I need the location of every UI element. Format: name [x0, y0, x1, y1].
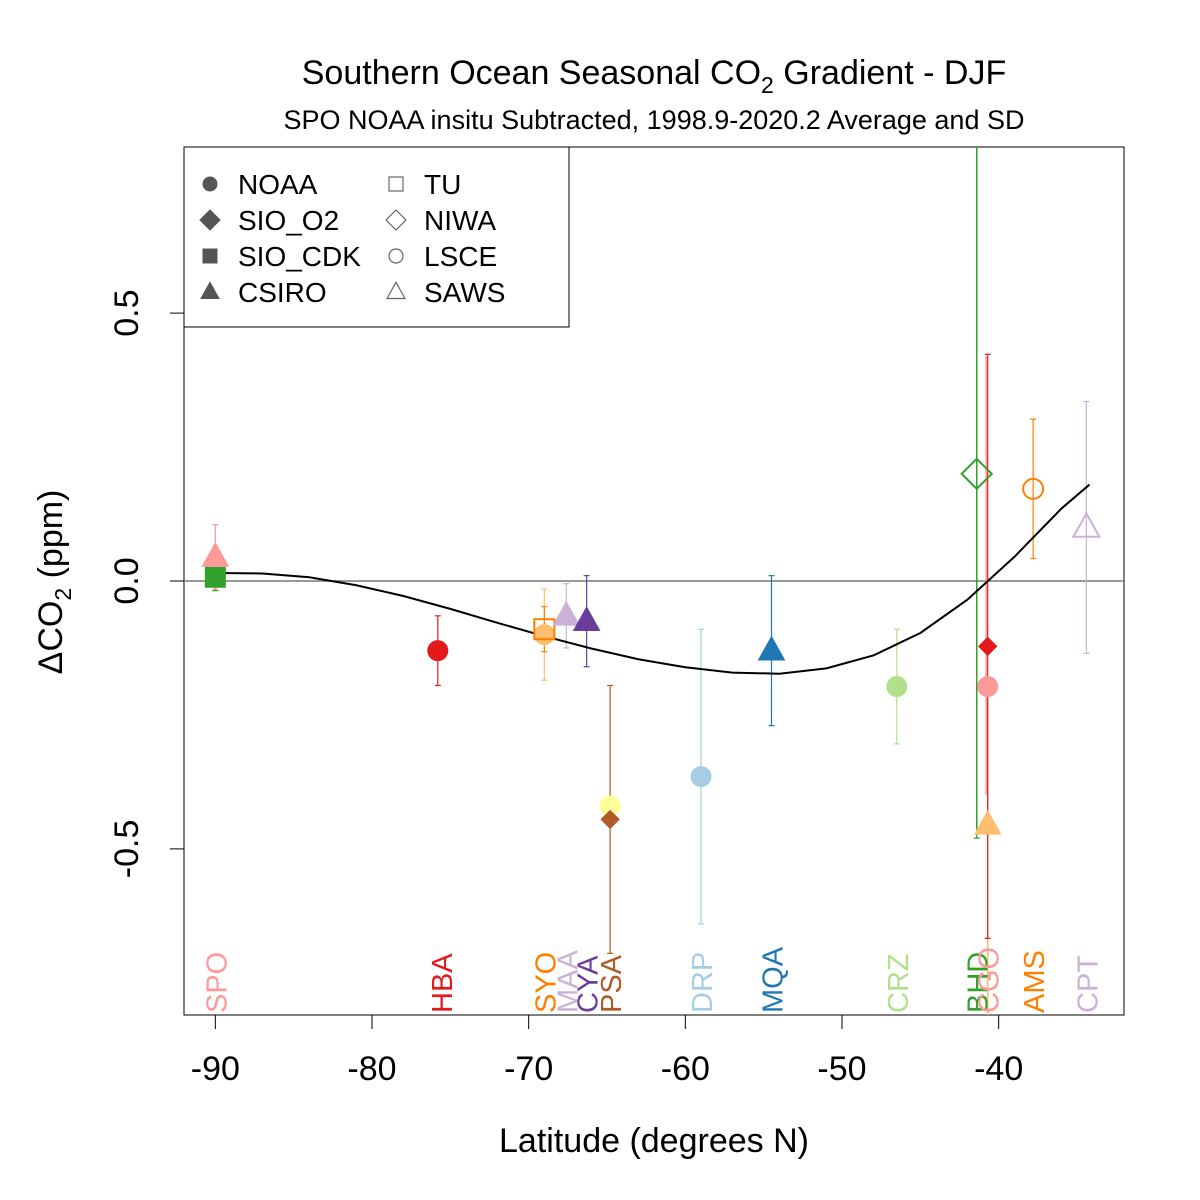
station-label: HBA — [427, 953, 459, 1013]
legend-label: SIO_O2 — [238, 205, 339, 236]
legend-label: TU — [424, 169, 461, 200]
legend-marker — [385, 281, 407, 300]
chart-title-subscript: 2 — [761, 72, 774, 98]
x-tick-label: -50 — [817, 1050, 866, 1088]
legend-marker — [199, 209, 221, 231]
data-point — [1071, 511, 1102, 538]
y-axis-label: ΔCO2 (ppm) — [32, 490, 76, 675]
station-label: MQA — [758, 946, 790, 1013]
data-point — [600, 809, 620, 830]
y-tick-label: 0.0 — [108, 557, 146, 604]
data-point — [973, 809, 1002, 835]
data-point — [533, 624, 555, 646]
station-label: DRP — [687, 952, 719, 1013]
station-label: MAA — [552, 950, 584, 1014]
legend-box — [183, 146, 570, 328]
legend-label: NIWA — [424, 205, 496, 236]
station-label: CPT — [1072, 955, 1104, 1013]
legend-marker — [388, 248, 404, 264]
station-label: CGO — [974, 947, 1006, 1013]
legend-marker — [202, 176, 218, 192]
x-tick-label: -70 — [504, 1050, 553, 1088]
chart-title: Southern Ocean Seasonal CO2 Gradient - D… — [302, 54, 1006, 98]
plot-content — [201, 147, 1102, 1015]
station-label: PSA — [596, 954, 628, 1013]
data-point — [757, 635, 786, 661]
data-point — [427, 640, 449, 662]
data-point — [204, 566, 226, 588]
y-tick-label: -0.5 — [108, 820, 146, 879]
legend-marker — [385, 209, 407, 231]
legend-label: NOAA — [238, 169, 318, 200]
fit-curve — [215, 483, 1091, 675]
station-label: SYO — [530, 952, 562, 1013]
legend-marker — [388, 176, 404, 192]
legend-marker — [200, 281, 220, 299]
y-axis-label-subscript: 2 — [50, 588, 76, 601]
plot-area: -90 -80 -70 -60 -50 -40 -0.5 0.0 0.5 SPO HBA SYOMAA… — [108, 146, 1125, 1088]
data-point — [960, 457, 994, 491]
x-tick-label: -90 — [191, 1050, 240, 1088]
legend-label: SAWS — [424, 277, 505, 308]
legend: NOAA SIO_O2 SIO_CDK CSIRO TU NIWA LSCE SAWS — [183, 146, 570, 328]
chart-subtitle: SPO NOAA insitu Subtracted, 1998.9-2020.… — [284, 105, 1025, 135]
data-point — [533, 618, 556, 641]
data-point — [572, 606, 601, 632]
legend-marker — [202, 248, 218, 264]
data-point — [552, 600, 581, 626]
station-label: BHD — [963, 952, 995, 1013]
station-label: CYA — [573, 955, 605, 1013]
x-tick-label: -40 — [974, 1050, 1023, 1088]
station-label: SPO — [201, 952, 233, 1013]
data-point — [977, 676, 999, 698]
legend-label: CSIRO — [238, 277, 327, 308]
x-tick-label: -80 — [347, 1050, 396, 1088]
x-axis-label: Latitude (degrees N) — [499, 1122, 809, 1160]
station-label: CRZ — [883, 953, 915, 1013]
data-point — [690, 766, 712, 788]
legend-label: SIO_CDK — [238, 241, 361, 272]
data-point — [886, 676, 908, 698]
data-point — [977, 636, 998, 657]
data-point — [1022, 477, 1045, 500]
data-point — [201, 541, 230, 567]
y-tick-label: 0.5 — [108, 289, 146, 336]
x-tick-label: -60 — [661, 1050, 710, 1088]
legend-label: LSCE — [424, 241, 497, 272]
station-label: AMS — [1019, 950, 1051, 1013]
